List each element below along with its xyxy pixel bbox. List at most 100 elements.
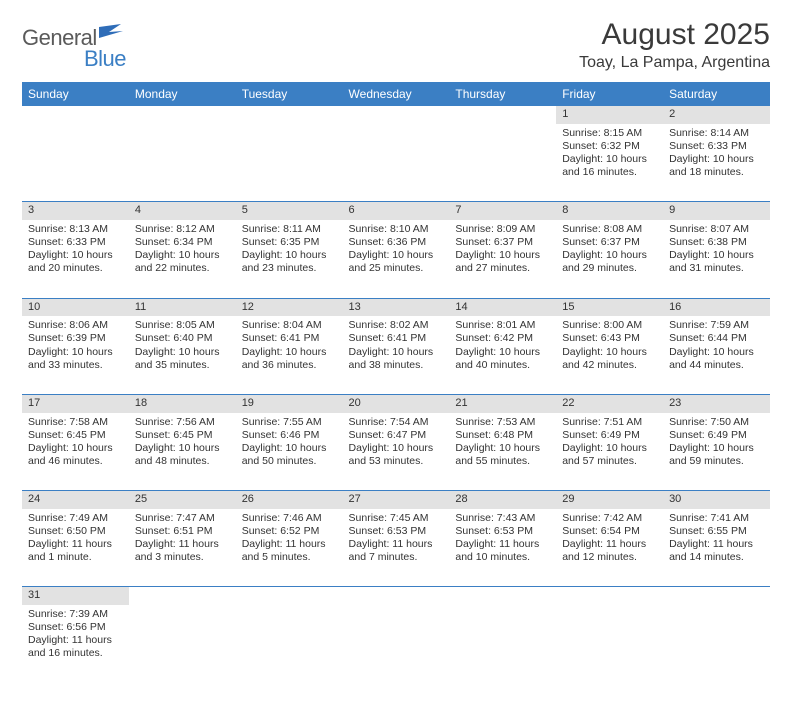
sunrise-text: Sunrise: 7:53 AM xyxy=(455,416,550,429)
day-number-cell: 31 xyxy=(22,587,129,605)
sunset-text: Sunset: 6:45 PM xyxy=(135,429,230,442)
day-content: Sunrise: 8:08 AMSunset: 6:37 PMDaylight:… xyxy=(556,220,663,280)
day-number-cell: 19 xyxy=(236,394,343,412)
sunrise-text: Sunrise: 8:15 AM xyxy=(562,127,657,140)
daylight-text: Daylight: 10 hours and 38 minutes. xyxy=(349,346,444,372)
day-number-cell: 2 xyxy=(663,106,770,124)
day-content: Sunrise: 7:50 AMSunset: 6:49 PMDaylight:… xyxy=(663,413,770,473)
sunrise-text: Sunrise: 8:13 AM xyxy=(28,223,123,236)
day-number-cell xyxy=(129,106,236,124)
day-number-cell: 27 xyxy=(343,491,450,509)
daylight-text: Daylight: 10 hours and 57 minutes. xyxy=(562,442,657,468)
day-number-cell: 13 xyxy=(343,298,450,316)
day-number-cell xyxy=(449,587,556,605)
week-row: Sunrise: 8:15 AMSunset: 6:32 PMDaylight:… xyxy=(22,124,770,202)
daylight-text: Daylight: 11 hours and 7 minutes. xyxy=(349,538,444,564)
week-row: Sunrise: 7:39 AMSunset: 6:56 PMDaylight:… xyxy=(22,605,770,683)
sunset-text: Sunset: 6:56 PM xyxy=(28,621,123,634)
sunrise-text: Sunrise: 7:39 AM xyxy=(28,608,123,621)
day-number-cell: 4 xyxy=(129,202,236,220)
sunset-text: Sunset: 6:41 PM xyxy=(349,332,444,345)
sunset-text: Sunset: 6:45 PM xyxy=(28,429,123,442)
sunrise-text: Sunrise: 8:10 AM xyxy=(349,223,444,236)
sunrise-text: Sunrise: 7:46 AM xyxy=(242,512,337,525)
day-number-row: 12 xyxy=(22,106,770,124)
day-cell: Sunrise: 8:07 AMSunset: 6:38 PMDaylight:… xyxy=(663,220,770,298)
day-content: Sunrise: 8:04 AMSunset: 6:41 PMDaylight:… xyxy=(236,316,343,376)
sunset-text: Sunset: 6:46 PM xyxy=(242,429,337,442)
day-cell xyxy=(236,605,343,683)
day-number-row: 24252627282930 xyxy=(22,491,770,509)
day-cell xyxy=(343,124,450,202)
sunset-text: Sunset: 6:43 PM xyxy=(562,332,657,345)
sunrise-text: Sunrise: 7:51 AM xyxy=(562,416,657,429)
day-cell: Sunrise: 8:09 AMSunset: 6:37 PMDaylight:… xyxy=(449,220,556,298)
day-number-cell: 3 xyxy=(22,202,129,220)
sunrise-text: Sunrise: 8:05 AM xyxy=(135,319,230,332)
day-number-cell: 26 xyxy=(236,491,343,509)
day-cell: Sunrise: 7:39 AMSunset: 6:56 PMDaylight:… xyxy=(22,605,129,683)
day-number-cell: 10 xyxy=(22,298,129,316)
day-cell xyxy=(22,124,129,202)
sunrise-text: Sunrise: 7:42 AM xyxy=(562,512,657,525)
sunrise-text: Sunrise: 8:08 AM xyxy=(562,223,657,236)
day-cell: Sunrise: 8:10 AMSunset: 6:36 PMDaylight:… xyxy=(343,220,450,298)
day-content: Sunrise: 8:12 AMSunset: 6:34 PMDaylight:… xyxy=(129,220,236,280)
sunrise-text: Sunrise: 8:09 AM xyxy=(455,223,550,236)
day-cell: Sunrise: 8:02 AMSunset: 6:41 PMDaylight:… xyxy=(343,316,450,394)
daylight-text: Daylight: 10 hours and 33 minutes. xyxy=(28,346,123,372)
daylight-text: Daylight: 10 hours and 36 minutes. xyxy=(242,346,337,372)
daylight-text: Daylight: 10 hours and 59 minutes. xyxy=(669,442,764,468)
sunset-text: Sunset: 6:47 PM xyxy=(349,429,444,442)
location: Toay, La Pampa, Argentina xyxy=(579,54,770,72)
day-number-cell xyxy=(343,106,450,124)
day-number-row: 31 xyxy=(22,587,770,605)
sunset-text: Sunset: 6:40 PM xyxy=(135,332,230,345)
day-content: Sunrise: 8:15 AMSunset: 6:32 PMDaylight:… xyxy=(556,124,663,184)
sunrise-text: Sunrise: 7:43 AM xyxy=(455,512,550,525)
sunset-text: Sunset: 6:33 PM xyxy=(28,236,123,249)
day-cell: Sunrise: 7:41 AMSunset: 6:55 PMDaylight:… xyxy=(663,509,770,587)
sunset-text: Sunset: 6:53 PM xyxy=(349,525,444,538)
day-number-cell: 17 xyxy=(22,394,129,412)
day-number-cell: 16 xyxy=(663,298,770,316)
day-number-cell: 29 xyxy=(556,491,663,509)
day-content: Sunrise: 8:05 AMSunset: 6:40 PMDaylight:… xyxy=(129,316,236,376)
day-header: Thursday xyxy=(449,82,556,106)
week-row: Sunrise: 7:49 AMSunset: 6:50 PMDaylight:… xyxy=(22,509,770,587)
day-cell: Sunrise: 8:01 AMSunset: 6:42 PMDaylight:… xyxy=(449,316,556,394)
day-header: Friday xyxy=(556,82,663,106)
sunrise-text: Sunrise: 7:47 AM xyxy=(135,512,230,525)
sunrise-text: Sunrise: 7:50 AM xyxy=(669,416,764,429)
day-number-cell: 11 xyxy=(129,298,236,316)
day-number-cell: 6 xyxy=(343,202,450,220)
day-number-cell: 12 xyxy=(236,298,343,316)
sunrise-text: Sunrise: 8:11 AM xyxy=(242,223,337,236)
day-header: Wednesday xyxy=(343,82,450,106)
daylight-text: Daylight: 10 hours and 16 minutes. xyxy=(562,153,657,179)
day-content: Sunrise: 8:14 AMSunset: 6:33 PMDaylight:… xyxy=(663,124,770,184)
daylight-text: Daylight: 10 hours and 44 minutes. xyxy=(669,346,764,372)
sunrise-text: Sunrise: 8:00 AM xyxy=(562,319,657,332)
day-header: Saturday xyxy=(663,82,770,106)
day-cell: Sunrise: 7:43 AMSunset: 6:53 PMDaylight:… xyxy=(449,509,556,587)
day-content: Sunrise: 8:01 AMSunset: 6:42 PMDaylight:… xyxy=(449,316,556,376)
day-cell xyxy=(663,605,770,683)
day-content: Sunrise: 7:47 AMSunset: 6:51 PMDaylight:… xyxy=(129,509,236,569)
daylight-text: Daylight: 10 hours and 48 minutes. xyxy=(135,442,230,468)
day-content: Sunrise: 7:51 AMSunset: 6:49 PMDaylight:… xyxy=(556,413,663,473)
sunrise-text: Sunrise: 8:07 AM xyxy=(669,223,764,236)
daylight-text: Daylight: 10 hours and 29 minutes. xyxy=(562,249,657,275)
day-content: Sunrise: 8:00 AMSunset: 6:43 PMDaylight:… xyxy=(556,316,663,376)
day-number-cell xyxy=(129,587,236,605)
day-cell xyxy=(129,124,236,202)
day-number-cell: 20 xyxy=(343,394,450,412)
day-cell xyxy=(236,124,343,202)
day-cell: Sunrise: 7:56 AMSunset: 6:45 PMDaylight:… xyxy=(129,413,236,491)
day-cell: Sunrise: 8:14 AMSunset: 6:33 PMDaylight:… xyxy=(663,124,770,202)
daylight-text: Daylight: 11 hours and 16 minutes. xyxy=(28,634,123,660)
day-content: Sunrise: 8:11 AMSunset: 6:35 PMDaylight:… xyxy=(236,220,343,280)
day-cell: Sunrise: 7:59 AMSunset: 6:44 PMDaylight:… xyxy=(663,316,770,394)
sunset-text: Sunset: 6:41 PM xyxy=(242,332,337,345)
logo-text-blue: Blue xyxy=(84,46,126,71)
